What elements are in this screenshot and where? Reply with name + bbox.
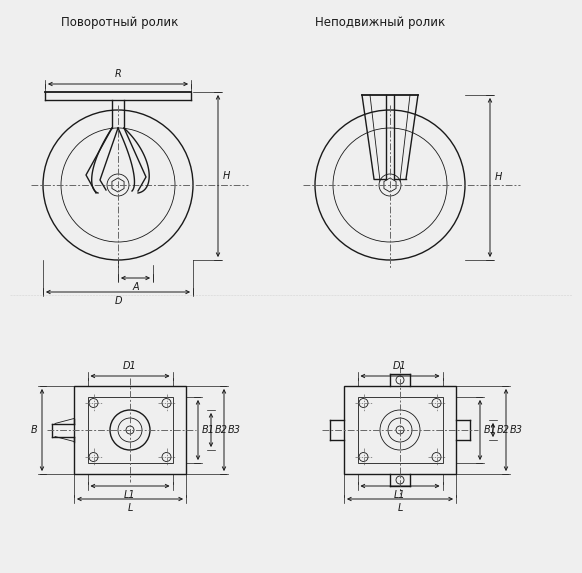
Text: A: A bbox=[132, 282, 139, 292]
Text: D: D bbox=[114, 296, 122, 306]
Text: B: B bbox=[30, 425, 37, 435]
Bar bbox=[357, 397, 442, 463]
Text: D1: D1 bbox=[393, 361, 407, 371]
Text: L: L bbox=[127, 503, 133, 513]
Text: H: H bbox=[495, 172, 502, 182]
Text: B3: B3 bbox=[228, 425, 241, 435]
Text: H: H bbox=[223, 171, 230, 181]
Text: L1: L1 bbox=[124, 490, 136, 500]
Text: L1: L1 bbox=[394, 490, 406, 500]
Text: B1: B1 bbox=[484, 425, 497, 435]
Bar bbox=[344, 386, 456, 474]
Text: Поворотный ролик: Поворотный ролик bbox=[61, 16, 179, 29]
Bar bbox=[74, 386, 186, 474]
Text: B3: B3 bbox=[510, 425, 523, 435]
Text: Неподвижный ролик: Неподвижный ролик bbox=[315, 16, 445, 29]
Text: B2: B2 bbox=[215, 425, 228, 435]
Text: B2: B2 bbox=[497, 425, 510, 435]
Text: B1: B1 bbox=[202, 425, 215, 435]
Text: L: L bbox=[398, 503, 403, 513]
Bar bbox=[87, 397, 172, 463]
Text: D1: D1 bbox=[123, 361, 137, 371]
Text: R: R bbox=[115, 69, 122, 79]
